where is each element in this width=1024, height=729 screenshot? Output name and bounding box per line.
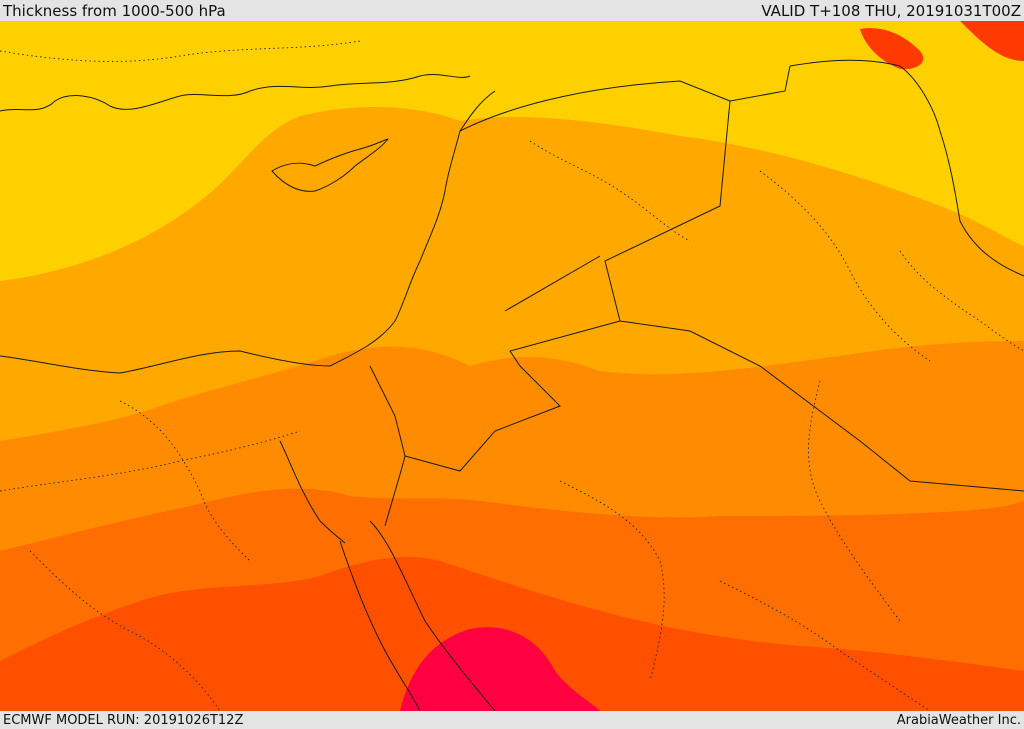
country-border bbox=[459, 80, 731, 132]
province-boundary bbox=[899, 250, 1024, 352]
province-boundary bbox=[0, 430, 301, 492]
country-border bbox=[789, 59, 1024, 277]
thickness-band bbox=[860, 21, 1024, 70]
footer-bar: ECMWF MODEL RUN: 20191026T12Z ArabiaWeat… bbox=[0, 711, 1024, 729]
gulf-of-aqaba bbox=[384, 455, 406, 527]
province-boundary bbox=[0, 40, 361, 62]
model-run-label: ECMWF MODEL RUN: 20191026T12Z bbox=[3, 712, 244, 728]
credit-label: ArabiaWeather Inc. bbox=[896, 712, 1021, 728]
coastline bbox=[0, 90, 496, 374]
coastline bbox=[0, 74, 471, 112]
province-boundary bbox=[719, 580, 931, 711]
header-bar: Thickness from 1000-500 hPa VALID T+108 … bbox=[0, 0, 1024, 21]
thickness-band bbox=[400, 627, 600, 711]
province-boundary bbox=[808, 380, 901, 622]
thickness-map[interactable] bbox=[0, 21, 1024, 711]
valid-time-label: VALID T+108 THU, 20191031T00Z bbox=[761, 1, 1021, 20]
province-boundary bbox=[559, 480, 665, 682]
red-sea-coast bbox=[339, 540, 421, 711]
gulf-of-suez bbox=[279, 440, 346, 544]
map-title: Thickness from 1000-500 hPa bbox=[3, 1, 226, 20]
country-border bbox=[504, 255, 601, 312]
cyprus-island bbox=[271, 138, 389, 192]
province-boundary bbox=[119, 400, 251, 562]
country-border bbox=[369, 65, 791, 472]
province-boundary bbox=[759, 170, 931, 362]
red-sea-coast bbox=[369, 520, 496, 711]
country-border bbox=[619, 320, 1024, 492]
